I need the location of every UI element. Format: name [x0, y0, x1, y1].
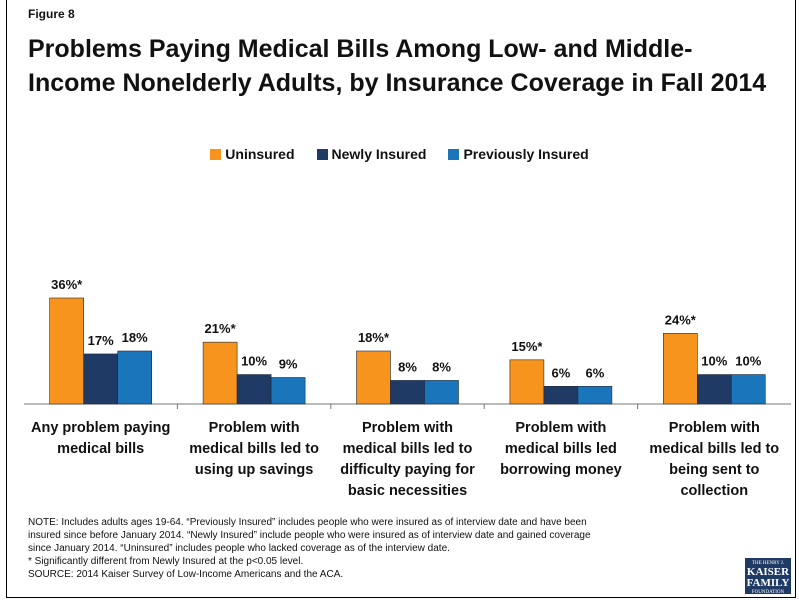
legend-label-previously-insured: Previously Insured: [463, 146, 589, 162]
bar-previously-insured: [577, 386, 613, 405]
data-label-newly-insured: 6%: [552, 365, 571, 380]
x-tick-label: Problem with: [515, 420, 606, 436]
x-tick-label: difficulty paying for: [340, 462, 475, 478]
x-tick-label: medical bills led to: [343, 441, 473, 457]
bar-newly-insured: [236, 374, 272, 405]
bar-newly-insured: [543, 386, 579, 405]
data-label-previously-insured: 9%: [279, 357, 298, 372]
x-tick-label: medical bills led: [505, 441, 617, 457]
logo-top-text: THE HENRY J.: [751, 561, 785, 566]
data-label-newly-insured: 17%: [88, 333, 114, 348]
figure-label: Figure 8: [28, 7, 75, 21]
x-tick-label: collection: [680, 483, 748, 499]
bar-uninsured: [202, 341, 238, 405]
x-tick-label: borrowing money: [500, 462, 622, 478]
logo-line-1: KAISER: [746, 566, 790, 578]
bar-previously-insured: [117, 350, 152, 405]
x-tick-label: medical bills led to: [189, 441, 319, 457]
data-label-uninsured: 15%*: [511, 339, 543, 354]
legend-label-newly-insured: Newly Insured: [331, 146, 427, 162]
data-label-previously-insured: 8%: [432, 359, 451, 374]
x-tick-label: medical bills led to: [649, 441, 779, 457]
kaiser-logo: THE HENRY J. KAISER FAMILY FOUNDATION: [745, 558, 791, 595]
data-label-uninsured: 18%*: [358, 330, 390, 345]
footnotes: NOTE: Includes adults ages 19-64. “Previ…: [28, 516, 718, 581]
legend-swatch-uninsured: [210, 148, 222, 160]
bar-previously-insured: [730, 374, 766, 405]
legend-swatch-newly-insured: [316, 148, 328, 160]
bar-previously-insured: [424, 380, 459, 405]
bar-uninsured: [509, 359, 545, 405]
data-label-newly-insured: 8%: [398, 359, 417, 374]
data-label-previously-insured: 10%: [735, 354, 761, 369]
data-label-uninsured: 36%*: [51, 277, 83, 292]
chart-title-line-1: Problems Paying Medical Bills Among Low-…: [28, 35, 693, 63]
logo-line-2: FAMILY: [746, 577, 790, 589]
data-label-newly-insured: 10%: [241, 354, 267, 369]
note-source: SOURCE: 2014 Kaiser Survey of Low-Income…: [28, 569, 344, 580]
chart-title-line-2: Income Nonelderly Adults, by Insurance C…: [28, 69, 767, 97]
chart-legend: Uninsured Newly Insured Previously Insur…: [0, 146, 799, 162]
data-label-newly-insured: 10%: [701, 354, 727, 369]
bar-uninsured: [356, 350, 391, 405]
x-tick-label: being sent to: [669, 462, 759, 478]
x-tick-label: medical bills: [57, 441, 144, 457]
bar-newly-insured: [390, 380, 425, 405]
bar-previously-insured: [270, 377, 306, 405]
bar-uninsured: [662, 333, 698, 405]
legend-swatch-previously-insured: [448, 148, 460, 160]
x-tick-label: basic necessities: [348, 483, 467, 499]
figure-frame: [6, 0, 796, 598]
logo-bottom-text: FOUNDATION: [751, 590, 785, 595]
bar-uninsured: [49, 297, 85, 405]
note-line-2: insured since before January 2014. “Newl…: [28, 530, 591, 541]
x-tick-label: Any problem paying: [31, 420, 170, 436]
data-label-uninsured: 24%*: [665, 312, 697, 327]
note-line-3: since January 2014. “Uninsured” includes…: [28, 543, 450, 554]
data-label-previously-insured: 18%: [122, 330, 148, 345]
data-label-previously-insured: 6%: [586, 365, 605, 380]
x-tick-label: Problem with: [669, 420, 760, 436]
x-tick-label: Problem with: [362, 420, 453, 436]
x-tick-label: using up savings: [195, 462, 313, 478]
note-significance: * Significantly different from Newly Ins…: [28, 556, 304, 567]
legend-item-newly-insured: Newly Insured: [316, 146, 427, 162]
bar-newly-insured: [83, 353, 118, 405]
note-line-1: NOTE: Includes adults ages 19-64. “Previ…: [28, 517, 587, 528]
legend-item-uninsured: Uninsured: [210, 146, 295, 162]
legend-item-previously-insured: Previously Insured: [448, 146, 589, 162]
legend-label-uninsured: Uninsured: [225, 146, 295, 162]
chart-title: Problems Paying Medical Bills Among Low-…: [28, 32, 788, 100]
bar-newly-insured: [696, 374, 732, 405]
x-tick-label: Problem with: [209, 420, 300, 436]
data-label-uninsured: 21%*: [205, 321, 237, 336]
